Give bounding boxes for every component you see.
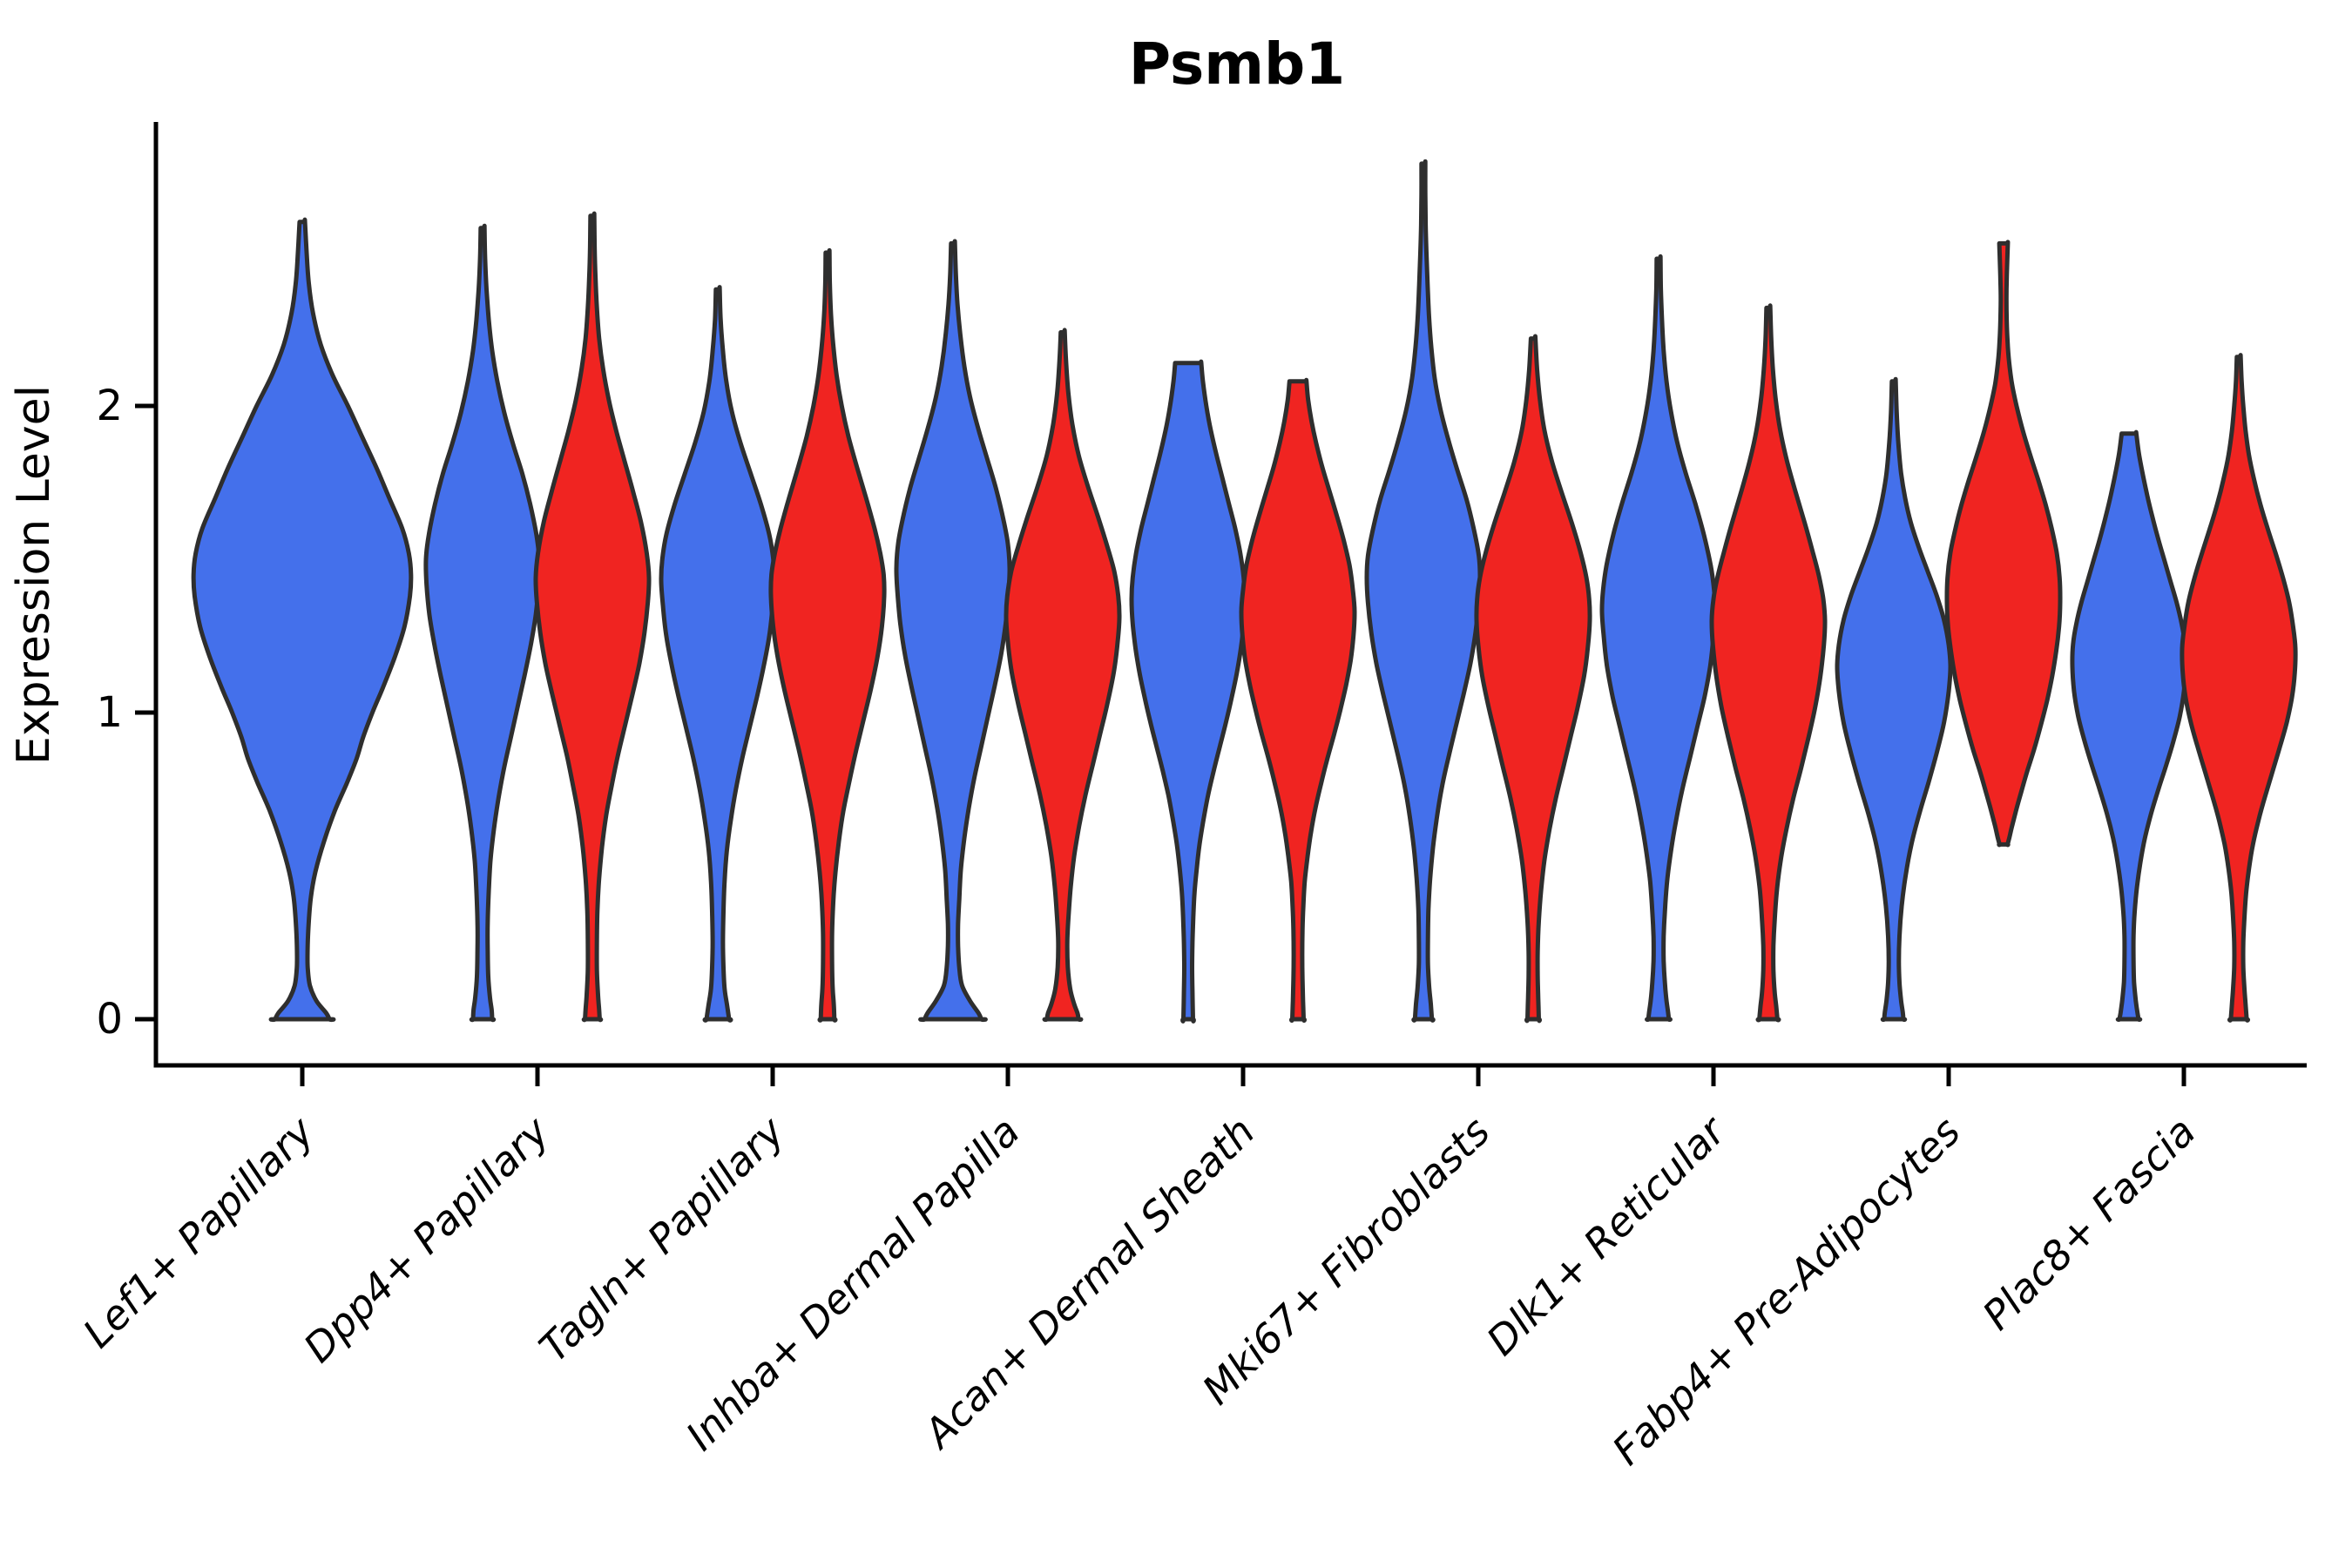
violin-dpp4-papillary-blue	[423, 223, 542, 1023]
violin-dlk1-reticular-red	[1709, 303, 1828, 1023]
x-tick-label-dpp4-papillary: Dpp4+ Papillary	[294, 1107, 558, 1371]
violin-acan-dermal-sheath-red	[1239, 377, 1357, 1024]
x-tick-label-tagln-papillary: Tagln+ Papillary	[530, 1107, 794, 1371]
violin-tagln-papillary-red	[768, 247, 887, 1023]
violin-lef1-papillary-blue	[191, 217, 414, 1023]
violin-acan-dermal-sheath-blue	[1129, 359, 1247, 1024]
violin-fabp4-pre-adipocytes-red	[1944, 240, 2063, 848]
y-axis-label: Expression Level	[8, 385, 60, 765]
violin-fabp4-pre-adipocytes-blue	[1835, 376, 1953, 1023]
x-tick-label-dlk1-reticular: Dlk1+ Reticular	[1477, 1105, 1736, 1364]
violin-dpp4-papillary-red	[533, 211, 652, 1023]
violin-mki67-fibroblasts-red	[1474, 334, 1592, 1024]
y-tick-label-1: 1	[96, 688, 123, 737]
violin-series-group	[191, 159, 2298, 1024]
violin-plac8-fascia-red	[2180, 353, 2298, 1023]
violin-tagln-papillary-blue	[659, 285, 777, 1023]
y-tick-label-0: 0	[96, 995, 123, 1044]
violin-inhba-dermal-papilla-blue	[894, 239, 1012, 1023]
violin-mki67-fibroblasts-blue	[1364, 159, 1483, 1023]
violin-inhba-dermal-papilla-red	[1004, 328, 1122, 1023]
y-tick-label-2: 2	[96, 382, 123, 430]
violin-plac8-fascia-blue	[2070, 429, 2188, 1023]
plot-title: Psmb1	[1129, 30, 1345, 98]
x-tick-label-plac8-fascia: Plac8+ Fascia	[1973, 1108, 2204, 1339]
x-tick-label-lef1-papillary: Lef1+ Papillary	[74, 1107, 323, 1356]
violin-dlk1-reticular-blue	[1599, 253, 1718, 1023]
axes-group	[135, 122, 2307, 1086]
